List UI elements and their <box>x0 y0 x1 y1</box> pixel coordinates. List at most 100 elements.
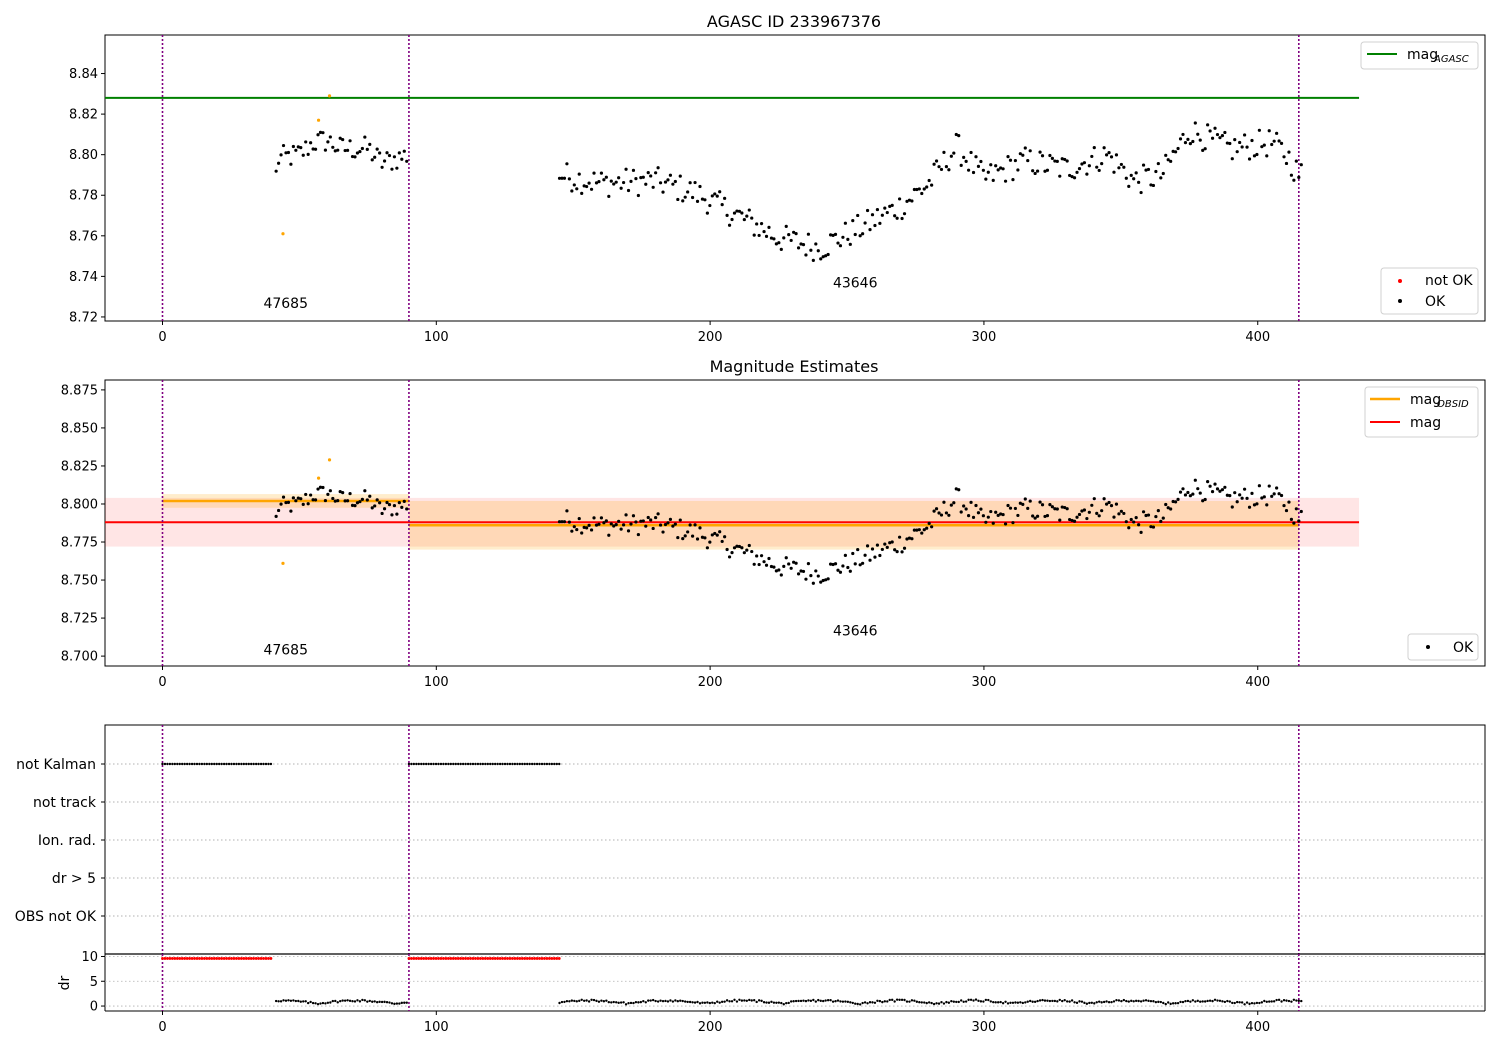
dr-point <box>632 1001 635 1005</box>
data-point <box>1003 179 1008 183</box>
dr-point <box>999 1000 1002 1004</box>
data-point <box>718 190 722 194</box>
data-point <box>966 168 971 172</box>
dr-point <box>895 998 899 1001</box>
data-point <box>629 522 633 526</box>
flag-point <box>432 762 435 766</box>
data-point <box>1038 500 1042 504</box>
data-point <box>1134 516 1138 520</box>
data-point <box>1033 516 1037 520</box>
data-point <box>395 166 399 170</box>
data-point <box>597 522 601 526</box>
dr-point <box>341 999 344 1002</box>
data-point <box>1225 141 1229 145</box>
data-point <box>831 562 835 567</box>
data-point <box>1220 134 1225 138</box>
dr-point <box>1090 1001 1094 1004</box>
data-point <box>715 194 719 198</box>
dr-point <box>1268 1000 1271 1003</box>
flag-point <box>457 762 460 766</box>
capped-dr-point <box>173 957 177 960</box>
dr-point <box>753 999 756 1002</box>
data-point <box>1008 506 1013 510</box>
data-point <box>794 561 798 565</box>
capped-dr-point <box>533 957 537 960</box>
dr-point <box>1024 1001 1027 1004</box>
capped-dr-point <box>451 957 455 960</box>
dr-point <box>398 1002 401 1005</box>
data-point <box>641 175 645 179</box>
flag-point <box>486 762 489 766</box>
data-point <box>1139 530 1143 534</box>
dr-point <box>622 1001 625 1004</box>
data-point <box>1173 150 1178 154</box>
dr-point <box>1265 1000 1268 1003</box>
dr-point <box>314 1002 317 1005</box>
data-point <box>796 246 801 250</box>
data-point <box>1104 153 1109 157</box>
data-point <box>737 544 742 549</box>
x-tick-label: 400 <box>1245 675 1270 690</box>
flag-point <box>501 762 504 766</box>
dr-point <box>743 999 746 1002</box>
data-point <box>639 176 643 180</box>
data-point <box>947 168 951 172</box>
data-point <box>1068 517 1072 522</box>
y-tick-label: 0 <box>90 1000 98 1015</box>
data-point <box>1063 505 1067 510</box>
dr-point <box>319 1002 322 1005</box>
dr-point <box>861 1001 864 1005</box>
data-point <box>1270 494 1274 498</box>
flag-point <box>442 762 445 766</box>
data-point <box>1260 145 1264 149</box>
data-point <box>1299 163 1303 167</box>
flag-point <box>220 762 223 766</box>
x-tick-label: 0 <box>158 675 166 690</box>
data-point <box>959 163 963 167</box>
dr-point <box>329 1001 332 1004</box>
dr-point <box>918 1001 921 1004</box>
data-point <box>1011 521 1015 525</box>
data-point <box>865 544 870 548</box>
dr-point <box>1300 999 1303 1003</box>
flag-point <box>267 762 270 766</box>
data-point <box>856 547 860 552</box>
data-point <box>587 181 591 185</box>
data-point <box>294 148 298 152</box>
dr-point <box>375 1001 379 1004</box>
data-point <box>1247 157 1252 161</box>
data-point <box>700 197 705 201</box>
capped-dr-point <box>506 957 509 960</box>
data-point <box>1188 142 1192 146</box>
dr-point <box>960 999 963 1002</box>
data-point <box>1050 505 1054 509</box>
dr-point <box>1048 999 1052 1003</box>
capped-dr-point <box>237 957 241 960</box>
dr-point <box>1174 1002 1177 1005</box>
dr-point <box>772 1001 776 1004</box>
data-point <box>777 241 781 245</box>
data-point <box>1097 514 1101 518</box>
dr-point <box>607 1000 611 1004</box>
flag-point <box>250 762 253 766</box>
data-point <box>333 499 337 503</box>
data-point <box>570 189 574 193</box>
data-point <box>607 194 611 198</box>
dr-point <box>1102 1000 1106 1004</box>
data-point <box>1176 497 1180 501</box>
data-point <box>604 519 608 523</box>
dr-point <box>967 998 970 1002</box>
dr-point <box>563 1000 566 1004</box>
data-point <box>629 179 633 184</box>
dr-point <box>1270 1000 1273 1003</box>
data-point <box>727 555 732 559</box>
data-point <box>1082 161 1087 165</box>
data-point <box>905 199 909 203</box>
capped-dr-point <box>481 957 485 960</box>
data-point <box>279 153 283 157</box>
dr-point <box>701 1001 704 1004</box>
flag-point <box>464 762 467 766</box>
data-point <box>651 185 655 189</box>
data-point <box>385 151 389 155</box>
dr-point <box>282 999 285 1002</box>
